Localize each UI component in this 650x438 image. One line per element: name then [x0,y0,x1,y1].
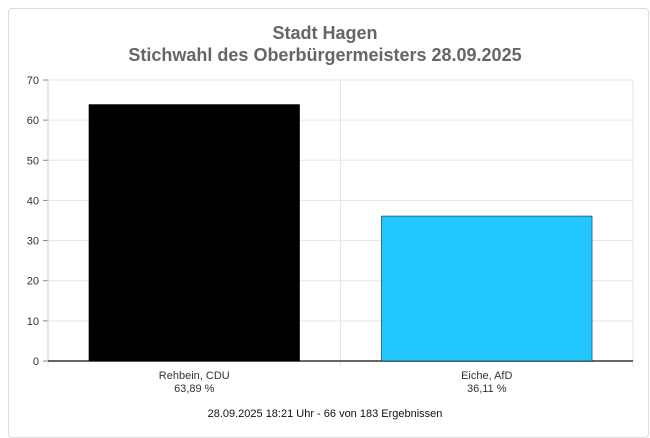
results-footnote: 28.09.2025 18:21 Uhr - 66 von 183 Ergebn… [207,408,443,420]
y-tick-label: 70 [27,75,39,87]
y-tick-label: 50 [27,155,39,167]
bar-2 [381,215,593,362]
y-tick-label: 20 [27,276,39,288]
x-category-label: Rehbein, CDU [159,370,230,382]
bar-1 [88,104,300,362]
bar-layer [88,104,593,362]
y-tick-label: 0 [33,356,39,368]
x-value-label: 36,11 % [467,383,507,395]
y-tick-label: 10 [27,316,39,328]
chart-title: Stadt Hagen [272,23,378,43]
y-tick-label: 40 [27,195,39,207]
chart-title-block: Stadt Hagen Stichwahl des Oberbürgermeis… [0,22,650,66]
x-value-label: 63,89 % [174,383,215,395]
y-tick-label: 60 [27,115,39,127]
x-category-label: Eiche, AfD [461,370,512,382]
chart-subtitle: Stichwahl des Oberbürgermeisters 28.09.2… [128,45,522,65]
y-tick-label: 30 [27,236,39,248]
